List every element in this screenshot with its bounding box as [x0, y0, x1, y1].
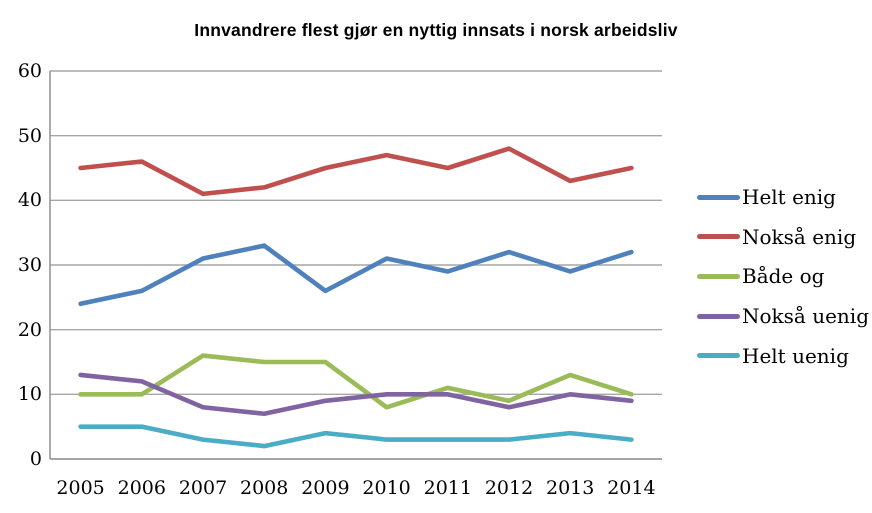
legend-swatch-helt-uenig	[697, 353, 740, 359]
x-tick-label-2013: 2013	[546, 477, 595, 499]
y-tick-label-10: 10	[17, 383, 42, 406]
legend-item-bade-og: Både og	[697, 262, 824, 290]
series-line-noksa-uenig	[78, 372, 634, 417]
y-tick-label-20: 20	[17, 318, 42, 341]
series-line-helt-uenig	[78, 424, 634, 449]
legend-swatch-helt-enig	[697, 194, 740, 200]
legend-label-bade-og: Både og	[742, 264, 825, 289]
legend-label-helt-enig: Helt enig	[742, 185, 836, 209]
y-tick-label-30: 30	[17, 254, 42, 276]
x-tick-label-2014: 2014	[607, 477, 656, 499]
x-tick-label-2010: 2010	[362, 477, 411, 499]
x-tick-label-2011: 2011	[423, 477, 472, 499]
legend-swatch-noksa-enig	[697, 234, 740, 240]
series-line-bade-og	[78, 353, 634, 410]
legend-label-helt-uenig: Helt uenig	[742, 343, 849, 368]
series-line-noksa-enig	[78, 146, 634, 197]
legend-item-helt-uenig: Helt uenig	[697, 342, 849, 370]
legend-item-helt-enig: Helt enig	[697, 183, 836, 211]
legend-swatch-noksa-uenig	[697, 313, 740, 319]
x-tick-label-2005: 2005	[56, 477, 105, 499]
legend: Helt enig Nokså enig Både og Nokså uenig Hel…	[697, 0, 872, 513]
y-tick-label-40: 40	[17, 189, 42, 212]
legend-item-noksa-enig: Nokså enig	[697, 223, 856, 251]
y-tick-label-0: 0	[29, 448, 42, 470]
x-tick-label-2006: 2006	[117, 477, 166, 499]
chart-title: Innvandrere flest gjør en nyttig innsats…	[194, 20, 678, 40]
legend-label-noksa-enig: Nokså enig	[742, 224, 857, 249]
legend-label-noksa-uenig: Nokså uenig	[742, 304, 870, 329]
x-tick-label-2007: 2007	[178, 477, 228, 499]
series-line-helt-enig	[78, 243, 634, 307]
x-tick-label-2008: 2008	[240, 477, 289, 499]
x-tick-label-2012: 2012	[484, 477, 534, 499]
y-tick-label-50: 50	[17, 124, 42, 147]
legend-item-noksa-uenig: Nokså uenig	[697, 302, 869, 330]
y-tick-label-60: 60	[17, 60, 42, 82]
x-tick-label-2009: 2009	[301, 477, 350, 499]
legend-swatch-bade-og	[697, 273, 740, 279]
